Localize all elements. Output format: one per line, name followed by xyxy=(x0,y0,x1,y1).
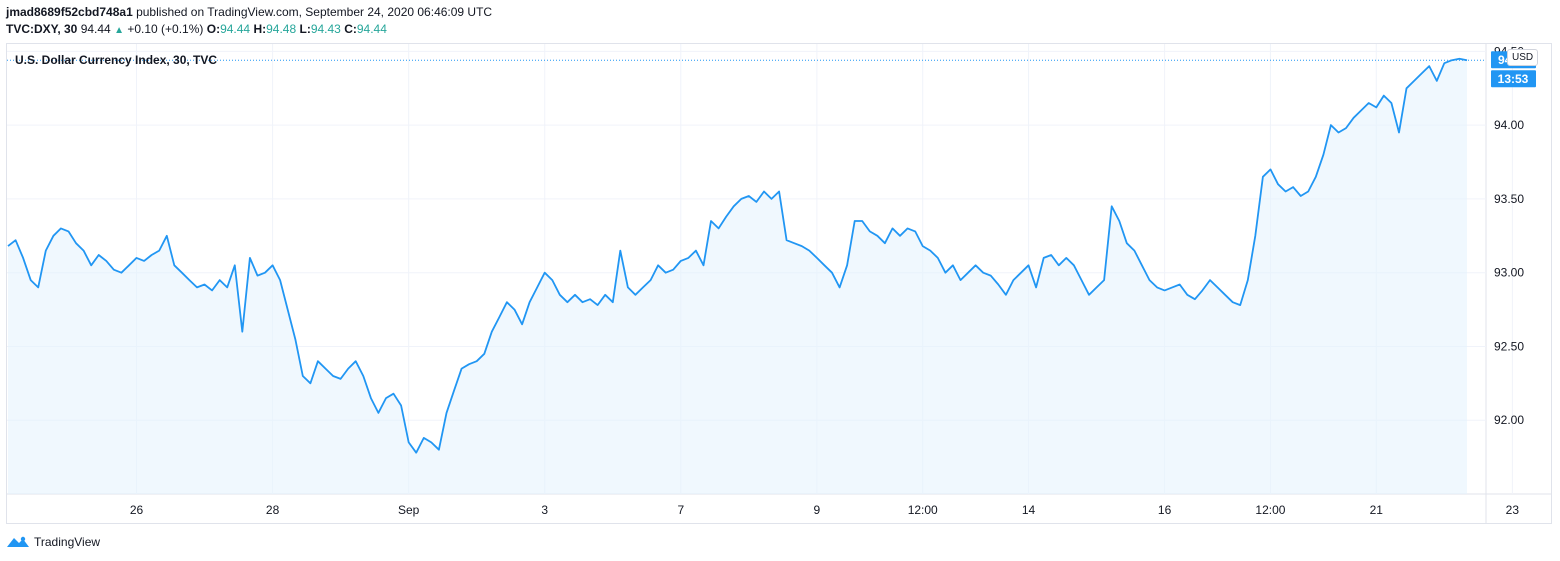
close-label: C: xyxy=(344,22,357,36)
x-tick-label: 9 xyxy=(814,503,821,517)
area-fill xyxy=(8,58,1467,495)
open-label: O: xyxy=(206,22,221,36)
open-value: 94.44 xyxy=(220,22,251,36)
x-tick-label: 12:00 xyxy=(908,503,938,517)
low-label: L: xyxy=(299,22,311,36)
symbol-label: TVC:DXY, 30 xyxy=(6,22,78,36)
high-label: H: xyxy=(253,22,267,36)
price-line xyxy=(7,57,1468,454)
up-arrow-icon: ▲ xyxy=(114,25,124,36)
y-tick-label: 94.00 xyxy=(1494,118,1524,132)
y-tick-label: 92.50 xyxy=(1494,339,1524,353)
low-value: 94.43 xyxy=(310,22,341,36)
tradingview-logo-icon[interactable] xyxy=(6,535,30,549)
chart-title: U.S. Dollar Currency Index, 30, TVC xyxy=(15,53,218,67)
y-tick-label: 93.50 xyxy=(1494,192,1524,206)
price-change: +0.10 (+0.1%) xyxy=(127,22,204,36)
y-tick-label: 93.00 xyxy=(1494,266,1524,280)
currency-badge[interactable]: USD xyxy=(1507,49,1539,66)
countdown-tag-bg xyxy=(1491,70,1536,88)
chart-frame xyxy=(6,43,1552,524)
author-name[interactable]: jmad8689f52cbd748a1 xyxy=(6,5,133,19)
x-tick-label: 7 xyxy=(677,503,684,517)
x-tick-label: 21 xyxy=(1370,503,1384,517)
x-tick-label: 26 xyxy=(130,503,144,517)
countdown-tag: 13:53 xyxy=(1498,72,1529,86)
high-value: 94.48 xyxy=(266,22,297,36)
x-tick-label: 12:00 xyxy=(1255,503,1285,517)
y-tick-label: 92.00 xyxy=(1494,413,1524,427)
footer: TradingView xyxy=(6,535,100,549)
publish-info: published on TradingView.com, September … xyxy=(132,5,493,19)
x-tick-label: 3 xyxy=(541,503,548,517)
x-tick-label: 28 xyxy=(266,503,280,517)
x-tick-label: Sep xyxy=(398,503,420,517)
x-tick-label: 16 xyxy=(1158,503,1172,517)
chart-area xyxy=(7,57,1486,495)
x-tick-label: 14 xyxy=(1022,503,1036,517)
last-price: 94.44 xyxy=(80,22,111,36)
x-tick-label: 23 xyxy=(1506,503,1520,517)
close-value: 94.44 xyxy=(356,22,387,36)
publish-header: jmad8689f52cbd748a1 published on Trading… xyxy=(6,4,492,39)
footer-brand[interactable]: TradingView xyxy=(34,535,101,549)
